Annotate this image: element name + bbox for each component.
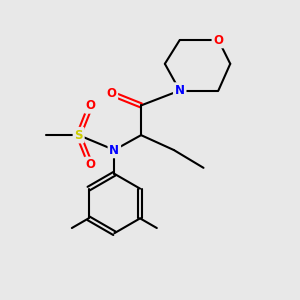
Text: N: N [175, 84, 185, 97]
Text: S: S [74, 129, 83, 142]
Text: N: N [109, 143, 119, 157]
Text: O: O [85, 99, 96, 112]
Text: O: O [213, 34, 224, 46]
Text: O: O [106, 87, 116, 100]
Text: O: O [85, 158, 96, 171]
